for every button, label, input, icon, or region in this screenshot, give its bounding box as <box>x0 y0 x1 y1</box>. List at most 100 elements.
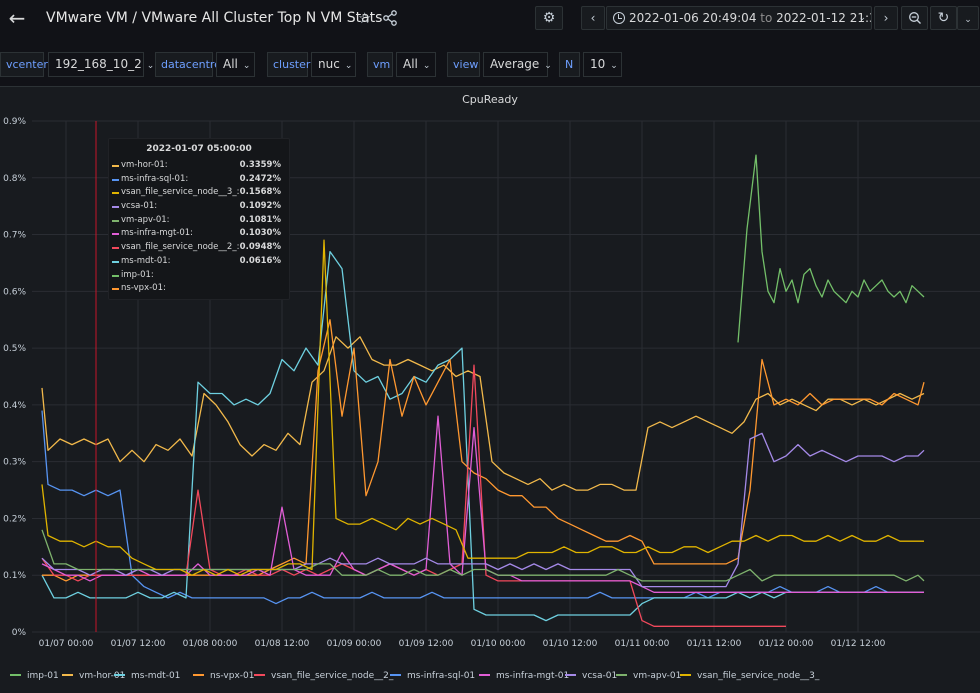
dashboard-navbar: ← VMware VM / VMware All Cluster Top N V… <box>0 0 980 38</box>
series-swatch <box>112 233 119 236</box>
tooltip-series-name: ms-mdt-01: <box>121 255 171 266</box>
dashboard-title[interactable]: VMware VM / VMware All Cluster Top N VM … <box>46 10 383 26</box>
arrow-left-icon[interactable]: ← <box>8 6 26 30</box>
refresh-button[interactable]: ↻ <box>930 6 957 30</box>
y-tick-label: 0.6% <box>3 287 26 297</box>
legend-swatch <box>114 673 125 676</box>
tooltip-series-value: 0.1092% <box>239 201 281 212</box>
y-tick-label: 0.9% <box>3 117 26 127</box>
tooltip-series-value: 0.0948% <box>239 242 281 253</box>
series-line-ms-infra-sql-01 <box>41 410 924 605</box>
y-tick-label: 0.2% <box>3 514 26 524</box>
legend-swatch <box>10 673 21 676</box>
series-line-vcsa-01 <box>41 432 925 588</box>
variable-select-view[interactable]: Average ⌄ <box>483 52 552 77</box>
share-icon[interactable] <box>382 9 398 27</box>
variable-label-cluster: cluster <box>267 52 310 77</box>
legend-item[interactable]: ms-infra-sql-01 <box>390 668 475 684</box>
legend-label: ns-vpx-01 <box>210 671 255 681</box>
time-to-word: to <box>760 11 773 25</box>
legend-item[interactable]: ms-mdt-01 <box>114 668 180 684</box>
legend-item[interactable]: imp-01 <box>10 668 59 684</box>
series-line-vm-apv-01 <box>41 529 925 582</box>
variable-value-vcenter: 192_168_10_2 <box>55 57 142 71</box>
chevron-down-icon: ⌄ <box>242 61 251 71</box>
legend-item[interactable]: vm-hor-01 <box>62 668 125 684</box>
legend-label: ms-infra-mgt-01 <box>496 671 570 681</box>
star-icon[interactable]: ☆ <box>358 9 372 27</box>
x-axis-ticks: 01/07 00:00 01/07 12:00 01/08 00:00 01/08 1… <box>39 639 886 649</box>
tooltip-series-name: imp-01: <box>121 269 154 280</box>
tooltip-row: vsan_file_service_node__2_: 0.0948% <box>109 241 289 255</box>
x-tick-label: 01/11 00:00 <box>615 639 670 649</box>
y-tick-label: 0.3% <box>3 458 26 468</box>
tooltip-series-value: 0.1568% <box>239 187 281 198</box>
tooltip-time: 2022-01-07 05:00:00 <box>146 144 252 154</box>
chevron-down-icon: ⌄ <box>964 15 972 25</box>
tooltip-row: vsan_file_service_node__3_: 0.1568% <box>109 186 289 200</box>
chevron-down-icon: ⌄ <box>344 61 353 71</box>
panel-title[interactable]: CpuReady <box>462 93 518 106</box>
legend-label: ms-infra-sql-01 <box>407 671 476 681</box>
variable-value-datacentre: All <box>223 57 238 71</box>
time-shift-back-button[interactable]: ‹ <box>581 6 605 30</box>
legend-label: vsan_file_service_node__2_ <box>271 671 394 681</box>
chevron-down-icon: ⌄ <box>610 61 618 71</box>
variable-select-datacentre[interactable]: All ⌄ <box>216 52 255 77</box>
x-tick-label: 01/09 12:00 <box>399 639 454 649</box>
time-shift-forward-button[interactable]: › <box>874 6 898 30</box>
tooltip-series-value: 0.2472% <box>239 173 281 184</box>
variable-value-n: 10 <box>590 57 606 71</box>
tooltip-series-name: vm-hor-01: <box>121 160 168 170</box>
legend-item[interactable]: ns-vpx-01 <box>193 668 254 684</box>
legend-swatch <box>565 673 576 676</box>
legend-item[interactable]: vm-apv-01 <box>616 668 681 684</box>
tooltip-row: ms-mdt-01: 0.0616% <box>109 255 289 269</box>
legend-item[interactable]: ms-infra-mgt-01 <box>479 668 569 684</box>
variable-select-vm[interactable]: All ⌄ <box>396 52 436 77</box>
zoom-out-icon <box>908 12 921 24</box>
series-line-ns-vpx-01 <box>42 319 925 582</box>
legend-label: vm-hor-01 <box>79 671 126 681</box>
variable-select-n[interactable]: 10 ⌄ <box>583 52 622 77</box>
chart-legend: imp-01 vm-hor-01 ms-mdt-01 ns-vpx-01 vsan_fi… <box>0 668 980 686</box>
variable-value-view: Average <box>490 57 540 71</box>
legend-label: vsan_file_service_node__3_ <box>697 671 820 681</box>
variable-select-cluster[interactable]: nuc ⌄ <box>311 52 356 77</box>
legend-swatch <box>616 673 627 676</box>
series-line-ms-infra-mgt-01 <box>41 415 924 593</box>
legend-label: vm-apv-01 <box>633 671 682 681</box>
variable-select-vcenter[interactable]: 192_168_10_2 ⌄ <box>48 52 154 77</box>
variable-label-n: N <box>559 52 580 77</box>
legend-item[interactable]: vcsa-01 <box>565 668 617 684</box>
chart-series <box>41 154 925 627</box>
tooltip-series-value: 0.3359% <box>239 160 281 170</box>
tooltip-series-name: ms-infra-sql-01: <box>121 173 189 184</box>
refresh-interval-picker[interactable]: ⌄ <box>957 6 979 30</box>
chevron-down-icon: ⌄ <box>858 13 866 23</box>
tooltip-series-value: 0.0616% <box>239 255 281 266</box>
zoom-out-button[interactable] <box>901 6 928 30</box>
dashboard-settings-button[interactable]: ⚙ <box>535 6 563 30</box>
tooltip-row: ns-vpx-01: <box>109 282 289 296</box>
x-tick-label: 01/10 00:00 <box>471 639 526 649</box>
legend-swatch <box>680 673 691 676</box>
legend-item[interactable]: vsan_file_service_node__3_ <box>680 668 819 684</box>
variable-value-cluster: nuc <box>318 57 340 71</box>
x-tick-label: 01/08 12:00 <box>255 639 310 649</box>
legend-swatch <box>254 673 265 676</box>
series-swatch <box>112 165 119 167</box>
time-range-picker[interactable]: 2022-01-06 20:49:04 to 2022-01-12 21:36:… <box>606 6 872 30</box>
legend-label: ms-mdt-01 <box>131 671 181 681</box>
x-tick-label: 01/12 12:00 <box>831 639 886 649</box>
time-to: 2022-01-12 21:36:20 <box>776 11 871 25</box>
chevron-down-icon: ⌄ <box>422 61 431 71</box>
tooltip-row: vm-hor-01: 0.3359% <box>109 159 289 173</box>
tooltip-series-value: 0.1081% <box>239 214 281 225</box>
tooltip-row: ms-infra-mgt-01: 0.1030% <box>109 227 289 241</box>
tooltip-row: vcsa-01: 0.1092% <box>109 200 289 214</box>
y-tick-label: 0.4% <box>3 401 26 411</box>
x-tick-label: 01/07 12:00 <box>111 639 166 649</box>
legend-item[interactable]: vsan_file_service_node__2_ <box>254 668 393 684</box>
